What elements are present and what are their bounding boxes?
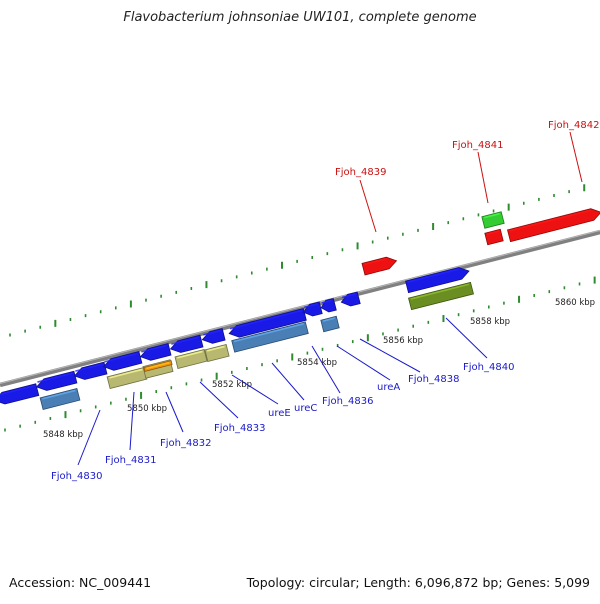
- gene-box-steel-1: [40, 389, 80, 410]
- leader-line: [130, 392, 134, 450]
- topology-text: Topology: circular; Length: 6,096,872 bp…: [247, 575, 590, 590]
- gene-label-fjoh-4839: Fjoh_4839: [335, 167, 386, 232]
- gene-label-fjoh-4842: Fjoh_4842: [548, 120, 599, 182]
- gene-label-text: Fjoh_4838: [408, 374, 459, 385]
- gene-box-fjoh-4841-red: [485, 229, 503, 245]
- leader-line: [166, 392, 183, 432]
- scale-label: 5854 kbp: [297, 358, 337, 368]
- scale-label: 5852 kbp: [212, 380, 252, 390]
- gene-label-text: ureA: [377, 382, 400, 393]
- gene-label-text: Fjoh_4832: [160, 438, 211, 449]
- gene-label-urea: ureA: [337, 346, 400, 393]
- gene-label-text: Fjoh_4841: [452, 140, 503, 151]
- leader-line: [570, 132, 582, 182]
- gene-label-fjoh-4832: Fjoh_4832: [160, 392, 211, 449]
- gene-label-urec: ureC: [272, 363, 317, 414]
- gene-label-fjoh-4830: Fjoh_4830: [51, 410, 102, 482]
- scale-label: 5848 kbp: [43, 430, 83, 440]
- gene-box-steel-3: [321, 316, 339, 332]
- leader-line: [272, 363, 304, 400]
- gene-label-text: Fjoh_4840: [463, 362, 514, 373]
- gene-label-text: Fjoh_4830: [51, 471, 102, 482]
- gene-label-text: Fjoh_4831: [105, 455, 156, 466]
- gene-box-fjoh-4841-green-body: [482, 212, 504, 229]
- scale-label: 5858 kbp: [470, 317, 510, 327]
- gene-label-fjoh-4841: Fjoh_4841: [452, 140, 503, 203]
- leader-line: [360, 180, 376, 232]
- gene-features: [0, 209, 600, 410]
- gene-label-text: Fjoh_4836: [322, 396, 373, 407]
- accession-text: Accession: NC_009441: [9, 575, 151, 590]
- gene-label-text: Fjoh_4839: [335, 167, 386, 178]
- gene-box-fjoh-4841-green: [482, 212, 504, 229]
- gene-arrow-fjoh-4829: [0, 384, 39, 404]
- scale-label: 5860 kbp: [555, 298, 595, 308]
- gene-label-text: Fjoh_4833: [214, 423, 265, 434]
- gene-label-fjoh-4836: Fjoh_4836: [312, 346, 373, 407]
- gene-box-khaki-1: [107, 368, 147, 389]
- leader-line: [312, 346, 340, 393]
- gene-arrow-fjoh-4839: [362, 257, 397, 275]
- gene-box-steel-1-body: [40, 389, 80, 410]
- gene-arrow-fjoh-4838b-body: [341, 292, 360, 306]
- gene-box-khaki-1-body: [107, 368, 147, 389]
- gene-label-text: Fjoh_4842: [548, 120, 599, 131]
- map-title: Flavobacterium johnsoniae UW101, complet…: [0, 10, 600, 25]
- leader-line: [478, 152, 488, 203]
- gene-box-khaki-4-body: [205, 345, 229, 362]
- gene-arrow-urea: [303, 302, 322, 316]
- scale-label: 5856 kbp: [383, 336, 423, 346]
- gene-arrow-urea-body: [303, 302, 322, 316]
- gene-label-text: ureE: [268, 408, 291, 419]
- gene-label-text: ureC: [294, 403, 317, 414]
- gene-arrow-fjoh-4838b: [341, 292, 360, 306]
- gene-box-khaki-4: [205, 345, 229, 362]
